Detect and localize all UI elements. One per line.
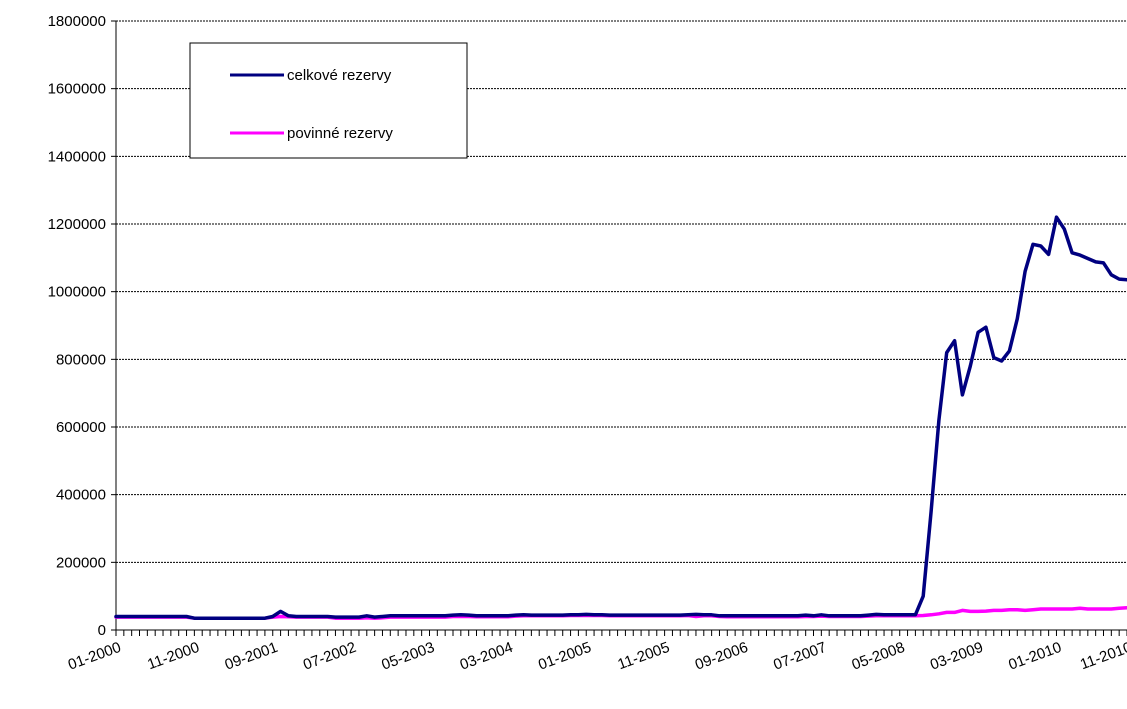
y-tick-label: 600000 [56, 419, 106, 436]
y-axis-tick-labels: 0 200000 400000 600000 800000 1000000 1200000 1… [48, 13, 106, 639]
x-tick-label: 01-2010 [1006, 639, 1064, 674]
series-lines [114, 215, 1127, 620]
axes [111, 20, 1127, 636]
x-tick-label: 05-2003 [379, 639, 437, 674]
x-axis-tick-labels: 01-2000 11-2000 09-2001 07-2002 05-2003 03-20… [66, 639, 1127, 674]
x-tick-label: 11-2000 [145, 639, 201, 673]
x-tick-label: 01-2005 [536, 639, 594, 674]
y-tick-label: 1200000 [48, 216, 106, 233]
x-tick-label: 05-2008 [850, 639, 908, 674]
x-tick-label: 07-2007 [771, 639, 829, 674]
y-tick-label: 800000 [56, 351, 106, 368]
y-tick-label: 1800000 [48, 13, 106, 30]
x-tick-label: 09-2006 [693, 639, 751, 674]
y-tick-label: 1000000 [48, 284, 106, 301]
legend: celkové rezervy povinné rezervy [189, 42, 468, 159]
x-tick-label: 01-2000 [66, 639, 124, 674]
x-tick-label: 03-2009 [928, 639, 986, 674]
x-tick-label: 11-2010 [1078, 639, 1127, 673]
legend-box [189, 42, 468, 159]
y-tick-label: 1600000 [48, 81, 106, 98]
legend-label-povinne-rezervy: povinné rezervy [287, 125, 393, 142]
series-line [114, 215, 1127, 620]
x-tick-label: 03-2004 [458, 639, 516, 674]
y-tick-label: 1400000 [48, 148, 106, 165]
y-tick-label: 200000 [56, 554, 106, 571]
x-tick-label: 09-2001 [223, 639, 281, 674]
x-tick-label: 07-2002 [301, 639, 359, 674]
y-tick-label: 0 [98, 622, 106, 639]
y-tick-label: 400000 [56, 487, 106, 504]
legend-label-celkove-rezervy: celkové rezervy [287, 67, 392, 84]
x-tick-label: 11-2005 [615, 639, 671, 673]
